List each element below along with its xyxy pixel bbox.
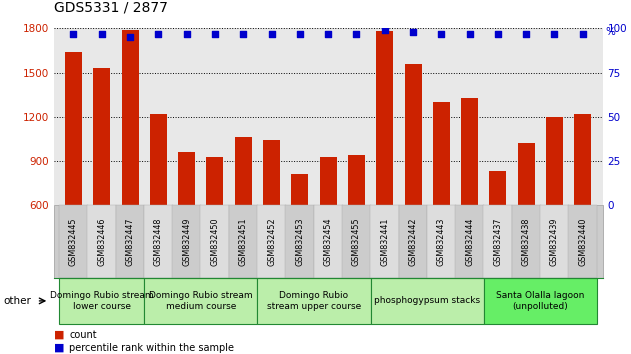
Bar bbox=[235, 137, 252, 205]
Bar bbox=[122, 30, 139, 205]
Bar bbox=[433, 102, 450, 205]
Bar bbox=[150, 114, 167, 205]
Text: GSM832448: GSM832448 bbox=[154, 217, 163, 266]
Bar bbox=[292, 175, 309, 205]
Text: Domingo Rubio
stream upper course: Domingo Rubio stream upper course bbox=[267, 291, 361, 310]
Text: count: count bbox=[69, 330, 97, 339]
Point bbox=[436, 31, 446, 36]
Bar bbox=[348, 155, 365, 205]
Text: GSM832455: GSM832455 bbox=[352, 217, 361, 266]
Bar bbox=[93, 68, 110, 205]
Bar bbox=[65, 52, 82, 205]
Text: Domingo Rubio stream
medium course: Domingo Rubio stream medium course bbox=[149, 291, 252, 310]
Point bbox=[210, 31, 220, 36]
Point bbox=[323, 31, 333, 36]
Point bbox=[97, 31, 107, 36]
Point bbox=[351, 31, 362, 36]
Text: GSM832446: GSM832446 bbox=[97, 217, 106, 266]
Text: GSM832441: GSM832441 bbox=[380, 217, 389, 266]
Text: phosphogypsum stacks: phosphogypsum stacks bbox=[374, 296, 480, 306]
Point bbox=[380, 27, 390, 33]
Text: percentile rank within the sample: percentile rank within the sample bbox=[69, 343, 234, 353]
Text: GSM832453: GSM832453 bbox=[295, 217, 304, 266]
Text: GSM832454: GSM832454 bbox=[324, 217, 333, 266]
Point bbox=[578, 31, 588, 36]
Bar bbox=[178, 152, 195, 205]
Text: GSM832440: GSM832440 bbox=[578, 217, 587, 266]
Bar bbox=[490, 171, 507, 205]
Text: ■: ■ bbox=[54, 330, 64, 339]
Text: Domingo Rubio stream
lower course: Domingo Rubio stream lower course bbox=[50, 291, 153, 310]
Bar bbox=[546, 117, 563, 205]
Bar bbox=[404, 64, 422, 205]
Text: GDS5331 / 2877: GDS5331 / 2877 bbox=[54, 0, 167, 14]
Point bbox=[521, 31, 531, 36]
Text: GSM832438: GSM832438 bbox=[522, 217, 531, 266]
Bar bbox=[517, 143, 534, 205]
Point bbox=[266, 31, 276, 36]
Bar bbox=[574, 114, 591, 205]
Bar bbox=[206, 156, 223, 205]
Text: GSM832450: GSM832450 bbox=[210, 217, 220, 266]
Point bbox=[68, 31, 78, 36]
Point bbox=[295, 31, 305, 36]
Text: GSM832443: GSM832443 bbox=[437, 217, 446, 266]
Text: GSM832439: GSM832439 bbox=[550, 217, 559, 266]
Bar bbox=[461, 98, 478, 205]
Point bbox=[182, 31, 192, 36]
Point bbox=[408, 29, 418, 35]
Point bbox=[493, 31, 503, 36]
Text: ■: ■ bbox=[54, 343, 64, 353]
Point bbox=[238, 31, 248, 36]
Bar bbox=[320, 156, 336, 205]
Point bbox=[550, 31, 560, 36]
Text: GSM832442: GSM832442 bbox=[408, 217, 418, 266]
Point bbox=[464, 31, 475, 36]
Text: GSM832447: GSM832447 bbox=[126, 217, 134, 266]
Text: %: % bbox=[606, 27, 616, 36]
Point bbox=[153, 31, 163, 36]
Text: GSM832437: GSM832437 bbox=[493, 217, 502, 266]
Point bbox=[125, 34, 135, 40]
Bar bbox=[376, 31, 393, 205]
Text: GSM832449: GSM832449 bbox=[182, 217, 191, 266]
Text: other: other bbox=[3, 296, 31, 306]
Text: GSM832452: GSM832452 bbox=[267, 217, 276, 266]
Text: Santa Olalla lagoon
(unpolluted): Santa Olalla lagoon (unpolluted) bbox=[496, 291, 584, 310]
Text: GSM832451: GSM832451 bbox=[239, 217, 248, 266]
Bar bbox=[263, 141, 280, 205]
Text: GSM832444: GSM832444 bbox=[465, 217, 474, 266]
Text: GSM832445: GSM832445 bbox=[69, 217, 78, 266]
